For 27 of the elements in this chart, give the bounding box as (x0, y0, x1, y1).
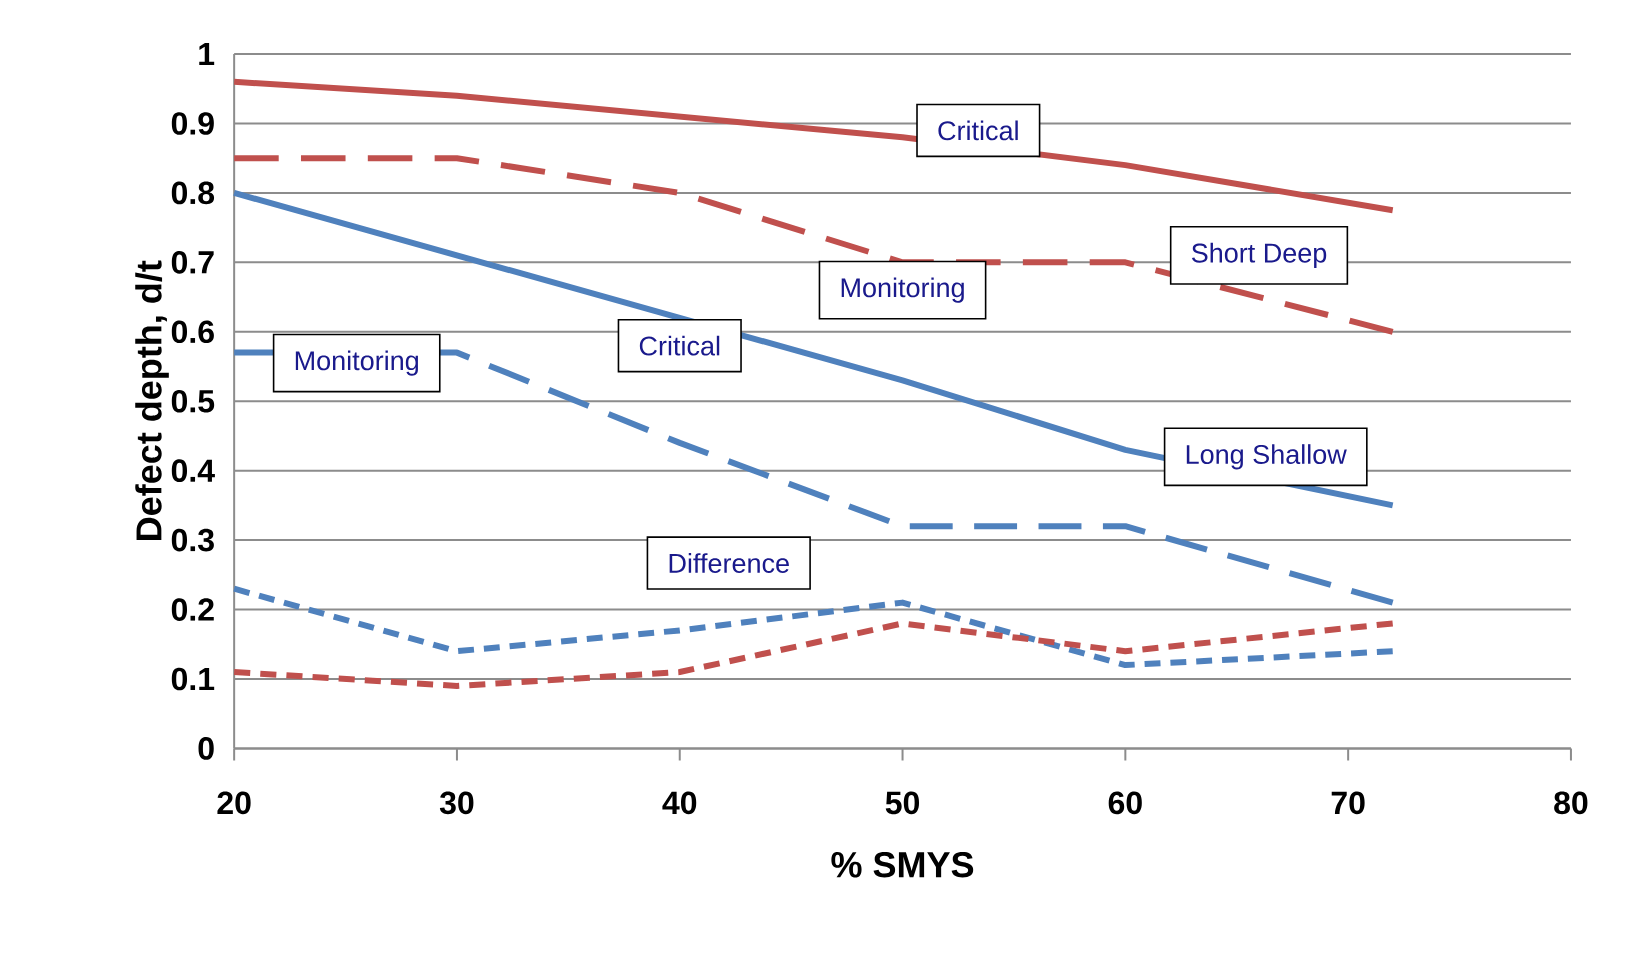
y-tick-label: 0.7 (171, 251, 214, 274)
annotation: Difference (669, 553, 789, 574)
annotation: Long Shallow (1186, 444, 1347, 470)
x-tick-label: 60 (1108, 791, 1142, 815)
y-tick-label: 0.5 (171, 390, 215, 413)
y-tick-label: 0.8 (171, 181, 215, 205)
annotation: Critical (938, 120, 1018, 141)
annotation: Monitoring (841, 277, 964, 303)
y-axis-title: Defect depth, d/t (135, 260, 169, 541)
y-tick-label: 0 (198, 737, 214, 760)
x-tick-label: 30 (439, 791, 474, 815)
y-tick-label: 1 (199, 43, 215, 66)
annotation: Short Deep (1191, 243, 1327, 269)
x-axis-title: % SMYS (831, 852, 974, 878)
x-tick-label: 20 (217, 791, 251, 815)
y-tick-label: 0.1 (171, 667, 215, 691)
y-tick-label: 0.9 (171, 112, 214, 136)
x-tick-label: 80 (1554, 791, 1588, 815)
y-tick-label: 0.2 (171, 598, 214, 622)
x-tick-label: 70 (1331, 791, 1365, 815)
y-tick-label: 0.3 (171, 528, 214, 552)
y-tick-label: 0.4 (171, 459, 215, 483)
x-tick-label: 50 (885, 791, 920, 815)
annotation: Critical (639, 335, 720, 356)
annotation: Monitoring (295, 350, 418, 376)
y-tick-label: 0.6 (171, 320, 214, 344)
x-tick-label: 40 (662, 791, 697, 815)
